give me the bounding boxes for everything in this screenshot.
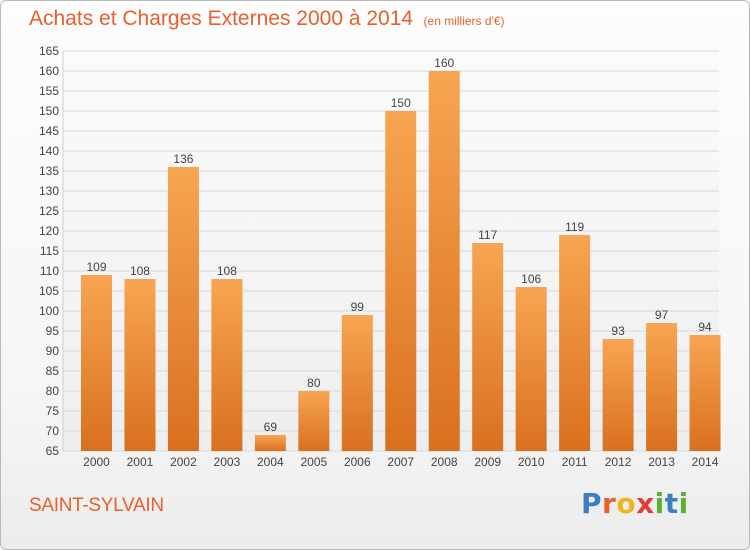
x-tick-label-2010: 2010 <box>518 455 545 469</box>
data-label-2013: 97 <box>655 308 669 322</box>
y-axis-ticks: 65 70 75 80 85 90 95 100 105 110 115 120 125 130 135 14… <box>39 44 59 458</box>
bar-2012 <box>602 339 634 451</box>
proxiti-logo: Proxiti <box>581 487 689 520</box>
logo-letter: i <box>654 487 665 520</box>
data-label-2012: 93 <box>611 324 625 338</box>
y-tick-label: 80 <box>46 384 60 398</box>
y-tick-label: 85 <box>46 364 60 378</box>
y-tick-label: 100 <box>39 304 59 318</box>
y-tick-label: 115 <box>40 244 59 258</box>
y-tick-label: 130 <box>39 184 59 198</box>
x-tick-label-2008: 2008 <box>431 455 458 469</box>
chart-title-block: Achats et Charges Externes 2000 à 2014 (… <box>29 7 505 31</box>
y-tick-label: 120 <box>39 224 59 238</box>
y-tick-label: 135 <box>39 164 59 178</box>
x-tick-label-2006: 2006 <box>344 455 371 469</box>
bar-2002 <box>167 167 199 451</box>
y-tick-label: 110 <box>40 264 59 278</box>
x-tick-label-2014: 2014 <box>692 455 719 469</box>
x-axis-ticks: 2000 2001 2002 2003 2004 2005 2006 2007 2008 2009… <box>83 455 719 469</box>
bar-2006 <box>341 315 373 451</box>
y-tick-label: 155 <box>39 84 59 98</box>
logo-letter: x <box>636 487 655 520</box>
logo-letter: i <box>678 487 689 520</box>
data-label-2014: 94 <box>698 320 712 334</box>
bar-2001 <box>124 279 156 451</box>
x-tick-label-2012: 2012 <box>605 455 632 469</box>
data-label-2005: 80 <box>307 376 321 390</box>
commune-name: SAINT-SYLVAIN <box>29 495 164 516</box>
x-tick-label-2003: 2003 <box>214 455 241 469</box>
bar-2013 <box>646 323 678 451</box>
chart-title: Achats et Charges Externes 2000 à 2014 <box>29 7 414 30</box>
bars <box>81 71 721 451</box>
logo-letter: o <box>616 487 637 520</box>
bar-2004 <box>254 435 286 451</box>
data-label-2004: 69 <box>264 420 278 434</box>
data-label-2003: 108 <box>217 264 237 278</box>
bar-2005 <box>298 391 330 451</box>
bar-2003 <box>211 279 243 451</box>
data-label-2001: 108 <box>130 264 150 278</box>
data-label-2011: 119 <box>565 220 584 234</box>
y-tick-label: 90 <box>46 344 60 358</box>
y-tick-label: 160 <box>39 64 59 78</box>
x-tick-label-2000: 2000 <box>83 455 110 469</box>
data-label-2002: 136 <box>173 152 193 166</box>
bar-2011 <box>559 235 591 451</box>
data-label-2006: 99 <box>351 300 365 314</box>
x-tick-label-2005: 2005 <box>300 455 327 469</box>
y-tick-label: 150 <box>39 104 59 118</box>
y-tick-label: 140 <box>39 144 59 158</box>
data-label-2000: 109 <box>86 260 106 274</box>
x-tick-label-2002: 2002 <box>170 455 197 469</box>
logo-letter: t <box>664 487 679 520</box>
x-tick-label-2004: 2004 <box>257 455 284 469</box>
data-label-2010: 106 <box>521 272 541 286</box>
data-label-2009: 117 <box>478 228 497 242</box>
x-tick-label-2009: 2009 <box>474 455 501 469</box>
bar-2000 <box>81 275 112 451</box>
y-tick-label: 70 <box>46 424 60 438</box>
data-label-2008: 160 <box>434 56 454 70</box>
x-tick-label-2007: 2007 <box>387 455 414 469</box>
x-tick-label-2013: 2013 <box>648 455 675 469</box>
data-label-2007: 150 <box>391 96 411 110</box>
bar-2008 <box>428 71 460 451</box>
y-tick-label: 145 <box>39 124 59 138</box>
x-tick-label-2001: 2001 <box>127 455 154 469</box>
logo-letter: P <box>581 487 603 520</box>
x-tick-label-2011: 2011 <box>562 455 588 469</box>
y-tick-label: 75 <box>46 404 60 418</box>
y-tick-label: 125 <box>39 204 59 218</box>
y-tick-label: 165 <box>39 44 59 58</box>
bar-2007 <box>385 111 417 451</box>
chart-subtitle: (en milliers d'€) <box>423 14 505 28</box>
data-labels: 109 108 136 108 69 80 99 150 160 117 106 119 93 97 94 <box>86 56 712 434</box>
bar-2010 <box>515 287 547 451</box>
y-tick-label: 65 <box>46 444 60 458</box>
bar-2014 <box>689 335 721 451</box>
bar-2009 <box>472 243 504 451</box>
y-tick-label: 95 <box>46 324 60 338</box>
y-tick-label: 105 <box>39 284 59 298</box>
logo-letter: r <box>602 487 617 520</box>
